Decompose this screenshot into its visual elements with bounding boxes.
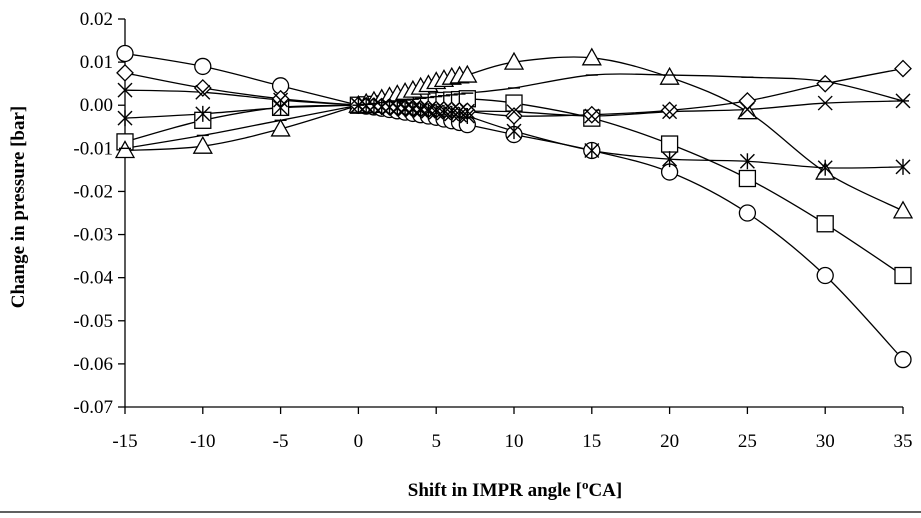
series-x-point xyxy=(739,102,755,118)
series-asterisk-point xyxy=(117,110,133,127)
series-triangle-point xyxy=(503,51,525,70)
x-tick-label: 10 xyxy=(505,431,524,452)
x-axis-title-main: Shift in IMPR angle [ xyxy=(408,480,582,501)
series-asterisk-point xyxy=(273,99,289,116)
y-tick-label: -0.02 xyxy=(73,181,113,202)
y-tick-label: 0.01 xyxy=(80,52,113,73)
series-triangle-point xyxy=(892,200,914,219)
series-diamond-point xyxy=(894,59,912,78)
x-tick-label: 25 xyxy=(738,431,757,452)
series-triangle-point xyxy=(192,135,213,154)
x-axis-title: Shift in IMPR angle [oCA] xyxy=(408,477,622,502)
series-x-point xyxy=(662,104,678,120)
series-x-point xyxy=(195,84,211,100)
x-tick-label: 5 xyxy=(431,431,441,452)
series-circle-point xyxy=(894,350,912,369)
y-tick-label: -0.04 xyxy=(73,268,113,289)
series-diamond-point xyxy=(816,74,835,93)
series-circle-point xyxy=(738,204,757,222)
y-tick-label: 0.00 xyxy=(80,95,113,116)
series-asterisk-point xyxy=(739,153,755,170)
series-diamond-point xyxy=(738,91,757,110)
x-tick-label: -5 xyxy=(273,431,289,452)
y-tick-label: 0.02 xyxy=(80,9,113,30)
x-tick-label: 15 xyxy=(582,431,601,452)
x-axis-title-end: CA] xyxy=(588,480,622,501)
series-asterisk-point xyxy=(662,151,678,168)
x-tick-label: -15 xyxy=(112,431,137,452)
y-tick-label: -0.01 xyxy=(73,138,113,159)
x-tick-label: -10 xyxy=(190,431,215,452)
x-tick-label: 20 xyxy=(660,431,679,452)
series-x-point xyxy=(817,95,833,111)
series-square-point xyxy=(894,266,912,285)
series-x-point xyxy=(506,104,522,120)
x-tick-label: 0 xyxy=(354,431,364,452)
series-diamond-point xyxy=(193,79,212,97)
series-asterisk-point xyxy=(584,142,600,159)
series-triangle-point xyxy=(457,64,478,83)
series-triangle-point xyxy=(270,118,291,137)
series-triangle-point xyxy=(581,47,602,66)
series-diamond-point xyxy=(660,101,679,120)
marker-layer xyxy=(114,44,914,369)
y-axis-title: Change in pressure [bar] xyxy=(8,106,29,309)
series-square-point xyxy=(816,215,834,233)
series-square-point xyxy=(738,169,757,188)
series-x-point xyxy=(117,82,133,98)
series-diamond-point xyxy=(116,63,134,82)
series-triangle-point xyxy=(114,140,136,159)
x-axis-title-sup: o xyxy=(582,477,589,492)
series-circle-point xyxy=(194,57,212,76)
y-tick-label: -0.05 xyxy=(73,311,113,332)
series-asterisk-point xyxy=(195,105,211,122)
tick-label-layer: 0.02 0.01 0.00 -0.01 -0.02 -0.03 -0.04 -0.05 -0.… xyxy=(73,9,912,452)
y-tick-label: -0.07 xyxy=(73,397,113,418)
series-asterisk-point xyxy=(459,108,475,124)
x-tick-label: 30 xyxy=(816,431,835,452)
series-asterisk-point xyxy=(817,159,833,176)
series-circle-point xyxy=(116,44,134,63)
series-x-point xyxy=(584,108,600,124)
x-tick-label: 35 xyxy=(894,431,913,452)
series-asterisk-point xyxy=(895,158,911,175)
series-triangle-point xyxy=(659,66,680,85)
series-asterisk-point xyxy=(506,123,522,140)
series-asterisk-point xyxy=(358,97,374,114)
series-asterisk-point xyxy=(397,101,413,118)
series-circle-point xyxy=(816,266,834,285)
y-tick-label: -0.03 xyxy=(73,225,113,246)
series-diamond-point xyxy=(582,105,601,124)
y-tick-label: -0.06 xyxy=(73,354,113,375)
series-square-point xyxy=(660,135,679,153)
